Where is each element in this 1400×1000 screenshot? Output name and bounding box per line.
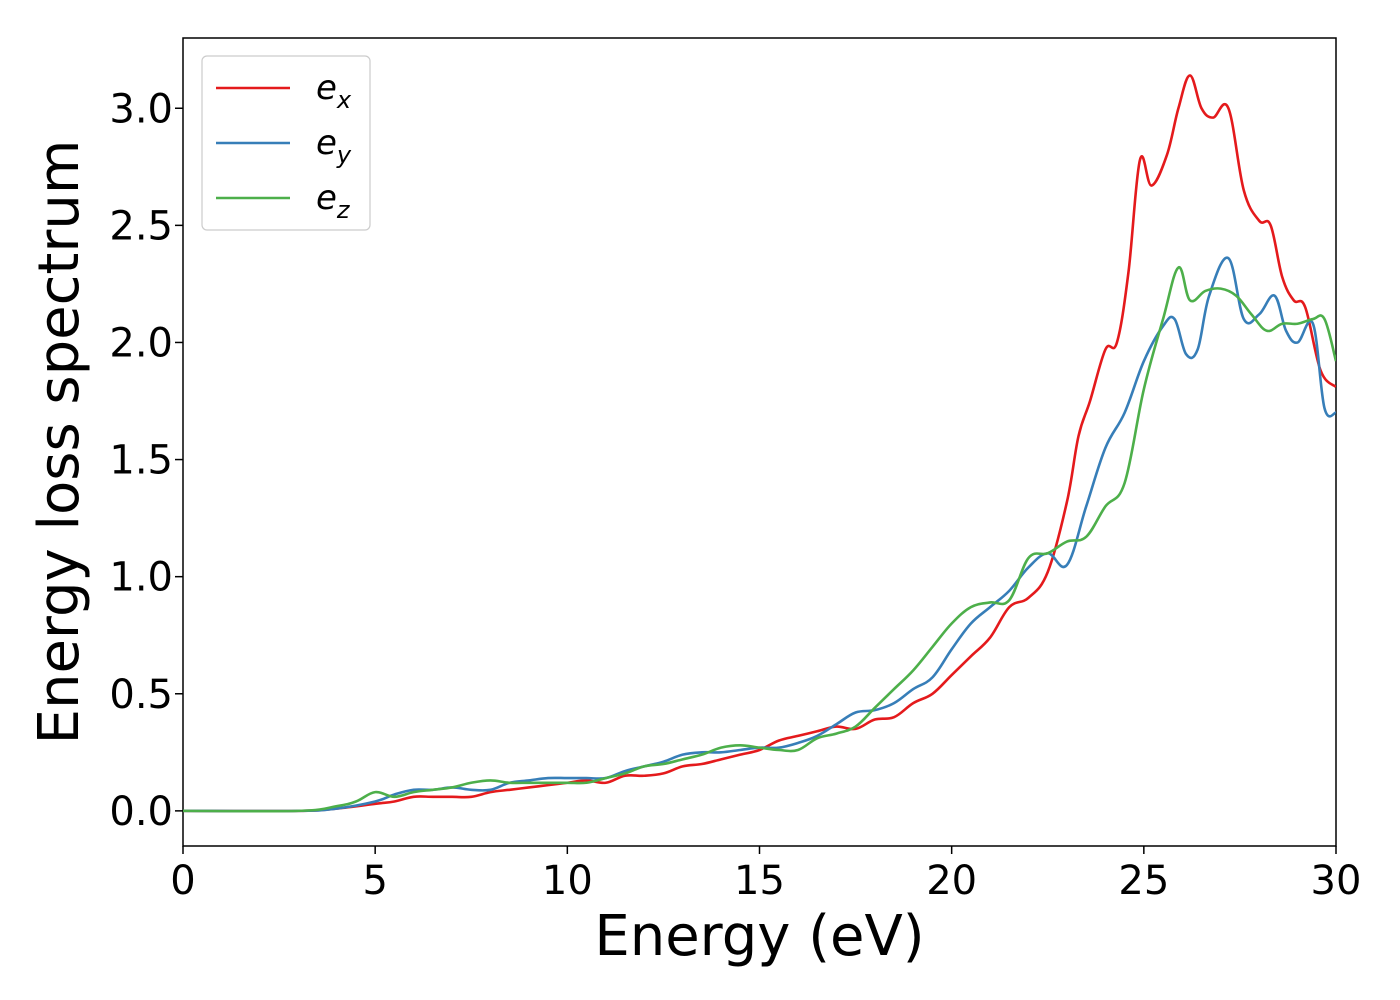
x-tick-label: 30 [1311, 858, 1362, 904]
y-tick-label: 3.0 [109, 86, 173, 132]
x-tick-label: 25 [1118, 858, 1169, 904]
legend-label-base: e [316, 123, 337, 163]
y-tick-label: 2.0 [109, 320, 173, 366]
legend-label-subscript: y [336, 141, 352, 169]
y-tick-label: 0.5 [109, 672, 173, 718]
y-tick-label: 1.5 [109, 438, 173, 484]
legend-label-subscript: z [336, 196, 351, 224]
x-tick-label: 15 [734, 858, 785, 904]
y-tick-label: 0.0 [109, 789, 173, 835]
x-tick-label: 10 [542, 858, 593, 904]
y-axis-title: Energy loss spectrum [27, 140, 92, 745]
series-line-e-y [183, 258, 1336, 811]
x-axis: 0 5 10 15 20 25 30 [170, 846, 1361, 904]
y-axis: 0.0 0.5 1.0 1.5 2.0 2.5 3.0 [109, 86, 183, 835]
y-tick-label: 1.0 [109, 555, 173, 601]
y-tick-label: 2.5 [109, 203, 173, 249]
chart: 0 5 10 15 20 25 30 0.0 0.5 1.0 1.5 2.0 2.5 3.0 Energ… [0, 0, 1400, 1000]
legend-label-base: e [316, 68, 337, 108]
legend-label-base: e [316, 178, 337, 218]
x-tick-label: 20 [926, 858, 977, 904]
legend-label-subscript: x [336, 86, 352, 114]
x-axis-title: Energy (eV) [594, 904, 924, 969]
series-line-e-z [183, 267, 1336, 811]
x-tick-label: 5 [362, 858, 387, 904]
x-tick-label: 0 [170, 858, 195, 904]
